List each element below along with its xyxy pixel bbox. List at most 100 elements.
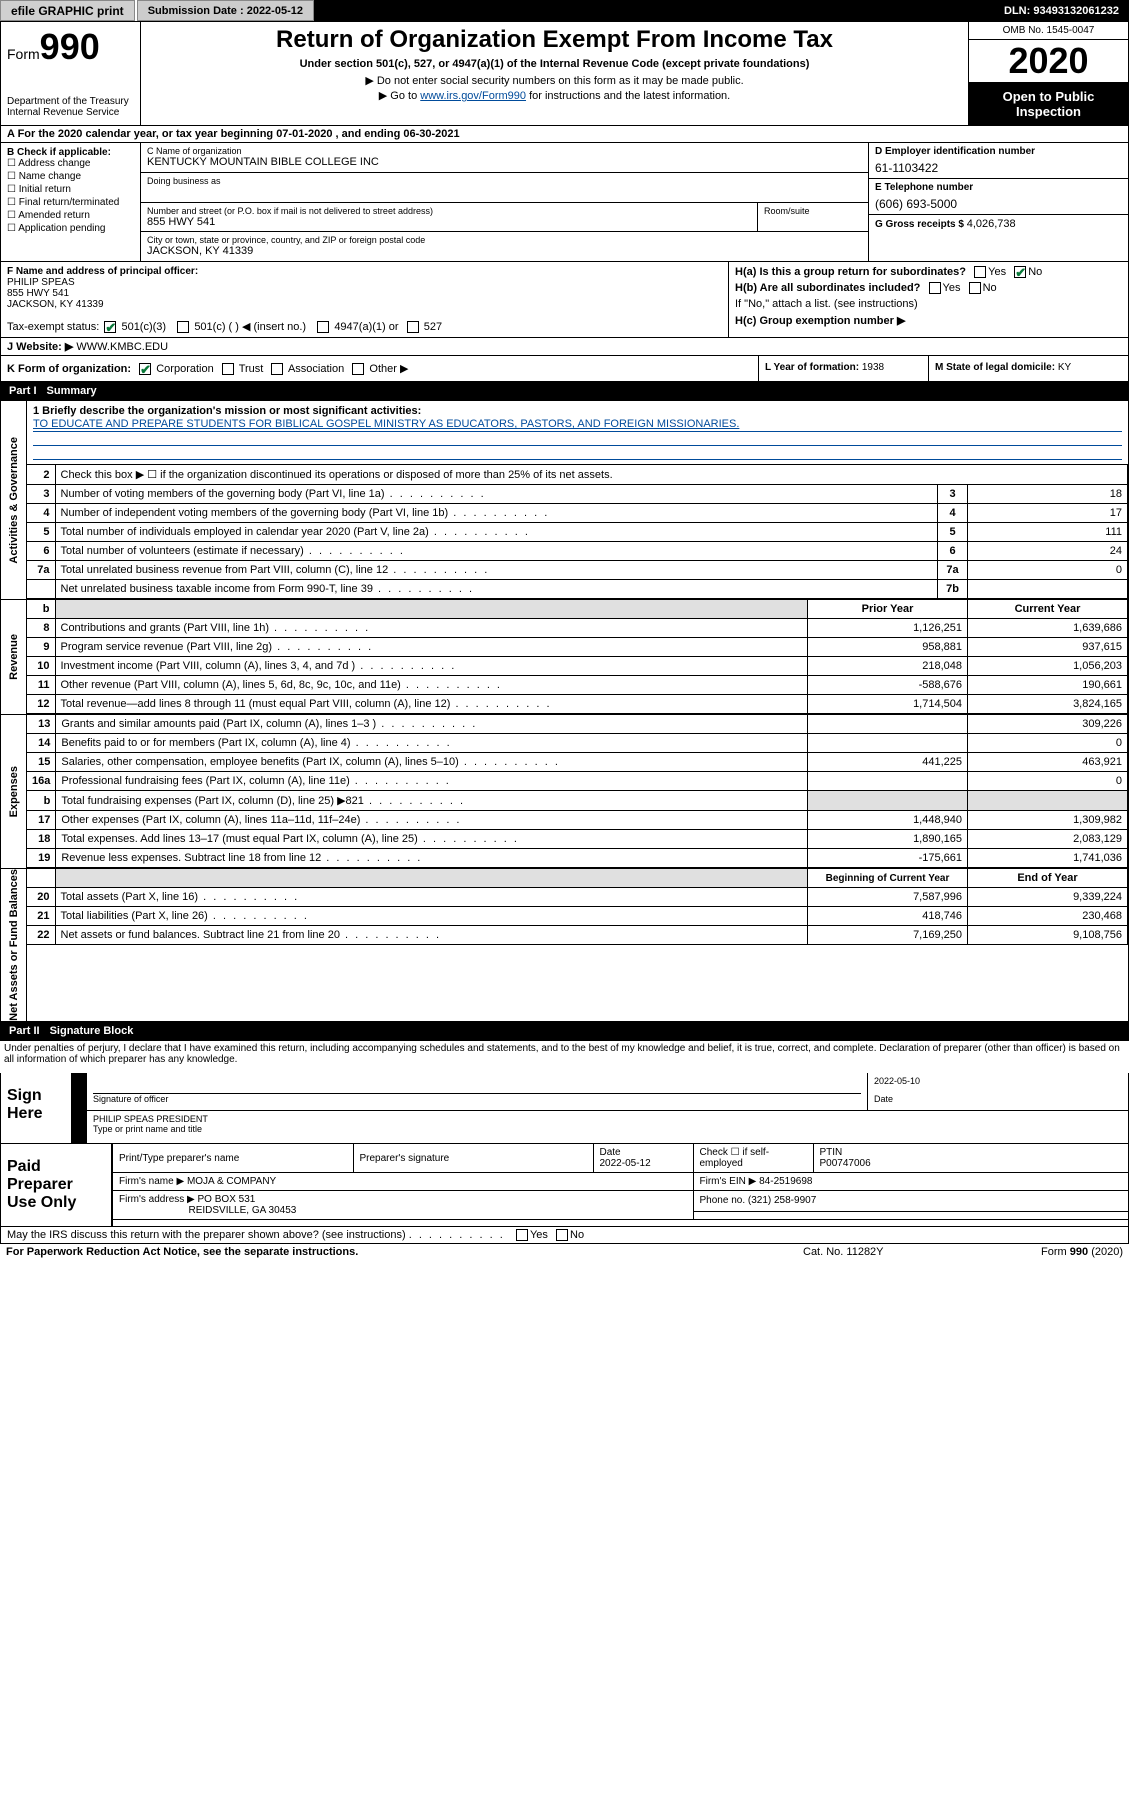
officer-addr2: JACKSON, KY 41339 xyxy=(7,299,104,310)
k-l-m-row: K Form of organization: Corporation Trus… xyxy=(0,356,1129,382)
paperwork-notice: For Paperwork Reduction Act Notice, see … xyxy=(6,1246,803,1258)
section-k: K Form of organization: Corporation Trus… xyxy=(1,356,758,381)
chk-amended[interactable]: ☐ Amended return xyxy=(7,210,134,221)
open-inspection: Open to Public Inspection xyxy=(969,83,1128,125)
line2: Check this box ▶ ☐ if the organization d… xyxy=(55,465,1128,485)
section-d-e-g: D Employer identification number 61-1103… xyxy=(868,143,1128,261)
irs-link[interactable]: www.irs.gov/Form990 xyxy=(420,90,526,102)
chk-other[interactable] xyxy=(352,363,364,375)
mission-blank2 xyxy=(33,446,1122,460)
header-left: Form990 Department of the Treasury Inter… xyxy=(1,22,141,125)
dept-treasury: Department of the Treasury Internal Reve… xyxy=(7,96,134,118)
chk-501c3[interactable] xyxy=(104,321,116,333)
hb-yes[interactable] xyxy=(929,282,941,294)
firm-addr1: PO BOX 531 xyxy=(198,1194,256,1205)
tax-year-text: A For the 2020 calendar year, or tax yea… xyxy=(7,128,460,140)
org-name: KENTUCKY MOUNTAIN BIBLE COLLEGE INC xyxy=(147,156,862,168)
d-label: D Employer identification number xyxy=(875,146,1122,157)
sign-here-label: Sign Here xyxy=(1,1073,73,1143)
form-990-num: 990 xyxy=(40,26,100,67)
sign-arrow-icon xyxy=(73,1073,87,1110)
chk-address-change[interactable]: ☐ Address change xyxy=(7,158,134,169)
firm-addr2: REIDSVILLE, GA 30453 xyxy=(188,1205,296,1216)
f-h-block: F Name and address of principal officer:… xyxy=(0,262,1129,338)
form-prefix: Form xyxy=(7,46,40,62)
street-address: 855 HWY 541 xyxy=(147,216,751,228)
chk-trust[interactable] xyxy=(222,363,234,375)
firm-name: MOJA & COMPANY xyxy=(187,1176,276,1187)
discuss-no[interactable] xyxy=(556,1229,568,1241)
submission-date: Submission Date : 2022-05-12 xyxy=(137,0,314,21)
discuss-yes[interactable] xyxy=(516,1229,528,1241)
mission-blank1 xyxy=(33,432,1122,446)
chk-corp[interactable] xyxy=(139,363,151,375)
prep-name-label: Print/Type preparer's name xyxy=(113,1144,353,1173)
b-label: B Check if applicable: xyxy=(7,147,111,158)
ha-no[interactable] xyxy=(1014,266,1026,278)
sig-date-label: Date xyxy=(874,1094,893,1104)
print-name-label: Type or print name and title xyxy=(93,1124,202,1134)
summary-net: Net Assets or Fund Balances Beginning of… xyxy=(0,869,1129,1022)
tax-year: 2020 xyxy=(969,40,1128,83)
hb-no[interactable] xyxy=(969,282,981,294)
f-label: F Name and address of principal officer: xyxy=(7,266,198,277)
prep-sig-label: Preparer's signature xyxy=(353,1144,593,1173)
part-1-header: Part I Summary xyxy=(0,382,1129,401)
chk-initial-return[interactable]: ☐ Initial return xyxy=(7,184,134,195)
summary-expenses: Expenses 13Grants and similar amounts pa… xyxy=(0,715,1129,869)
addr-label: Number and street (or P.O. box if mail i… xyxy=(147,206,751,216)
chk-assoc[interactable] xyxy=(271,363,283,375)
mission-text: TO EDUCATE AND PREPARE STUDENTS FOR BIBL… xyxy=(33,417,1122,432)
chk-501c[interactable] xyxy=(177,321,189,333)
gross-receipts: 4,026,738 xyxy=(967,218,1016,230)
section-m: M State of legal domicile: KY xyxy=(928,356,1128,381)
mission-label: 1 Briefly describe the organization's mi… xyxy=(33,405,421,417)
tax-year-row: A For the 2020 calendar year, or tax yea… xyxy=(0,126,1129,143)
officer-print-name: PHILIP SPEAS PRESIDENT xyxy=(93,1114,1122,1124)
hdr-b: b xyxy=(27,600,55,619)
summary-revenue: Revenue bPrior YearCurrent Year 8Contrib… xyxy=(0,600,1129,715)
hdr-beg: Beginning of Current Year xyxy=(808,869,968,888)
prep-self-emp[interactable]: Check ☐ if self-employed xyxy=(693,1144,813,1173)
header-right: OMB No. 1545-0047 2020 Open to Public In… xyxy=(968,22,1128,125)
hdr-curr: Current Year xyxy=(968,600,1128,619)
net-table: Beginning of Current YearEnd of Year 20T… xyxy=(27,869,1128,945)
hc-label: H(c) Group exemption number ▶ xyxy=(735,315,905,327)
paid-preparer-block: Paid Preparer Use Only Print/Type prepar… xyxy=(0,1144,1129,1227)
firm-phone: (321) 258-9907 xyxy=(748,1195,816,1206)
hdr-prior: Prior Year xyxy=(808,600,968,619)
ha-yes[interactable] xyxy=(974,266,986,278)
room-label: Room/suite xyxy=(764,206,862,216)
sig-officer-label: Signature of officer xyxy=(93,1094,168,1104)
note-ssn: ▶ Do not enter social security numbers o… xyxy=(151,74,958,87)
part1-title: Summary xyxy=(47,385,97,397)
goto-pre: ▶ Go to xyxy=(379,90,420,102)
officer-name: PHILIP SPEAS xyxy=(7,277,75,288)
chk-name-change[interactable]: ☐ Name change xyxy=(7,171,134,182)
page-footer: For Paperwork Reduction Act Notice, see … xyxy=(0,1244,1129,1260)
cat-no: Cat. No. 11282Y xyxy=(803,1246,963,1258)
chk-app-pending[interactable]: ☐ Application pending xyxy=(7,223,134,234)
vlabel-revenue: Revenue xyxy=(1,600,27,714)
tax-exempt-status: Tax-exempt status: 501(c)(3) 501(c) ( ) … xyxy=(7,320,722,333)
paid-prep-label: Paid Preparer Use Only xyxy=(1,1144,113,1226)
discuss-row: May the IRS discuss this return with the… xyxy=(0,1227,1129,1244)
top-bar: efile GRAPHIC print Submission Date : 20… xyxy=(0,0,1129,22)
chk-527[interactable] xyxy=(407,321,419,333)
hb-label: H(b) Are all subordinates included? xyxy=(735,282,920,294)
form-ref: Form 990 (2020) xyxy=(963,1246,1123,1258)
chk-4947[interactable] xyxy=(317,321,329,333)
dln: DLN: 93493132061232 xyxy=(994,0,1129,21)
ein: 61-1103422 xyxy=(875,157,1122,175)
section-f: F Name and address of principal officer:… xyxy=(1,262,728,337)
ha-label: H(a) Is this a group return for subordin… xyxy=(735,266,966,278)
prep-date: 2022-05-12 xyxy=(600,1158,651,1169)
city-label: City or town, state or province, country… xyxy=(147,235,862,245)
section-b: B Check if applicable: ☐ Address change … xyxy=(1,143,141,261)
entity-block: B Check if applicable: ☐ Address change … xyxy=(0,143,1129,262)
g-label: G Gross receipts $ xyxy=(875,219,967,230)
chk-final-return[interactable]: ☐ Final return/terminated xyxy=(7,197,134,208)
topbar-spacer xyxy=(314,0,994,21)
efile-print-button[interactable]: efile GRAPHIC print xyxy=(0,0,135,21)
form-number: Form990 xyxy=(7,26,134,68)
